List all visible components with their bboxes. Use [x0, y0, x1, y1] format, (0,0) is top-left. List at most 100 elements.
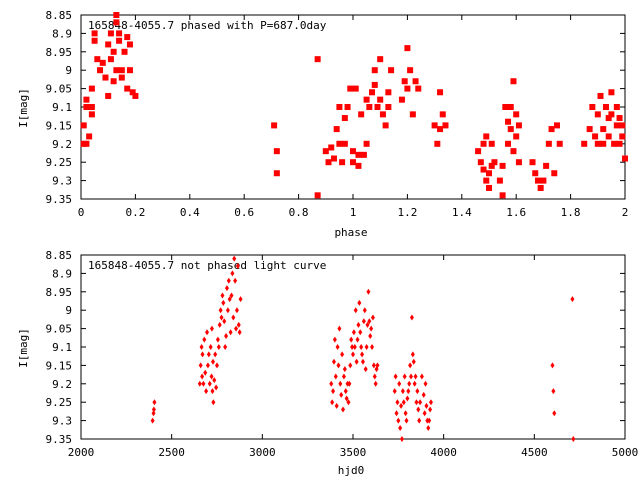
data-point — [349, 336, 354, 343]
data-point — [422, 410, 427, 417]
data-point — [211, 358, 216, 365]
y-tick-label: 9.2 — [52, 138, 72, 151]
data-point — [118, 67, 125, 74]
data-point — [409, 373, 414, 380]
data-point — [510, 78, 517, 85]
data-point — [91, 37, 98, 44]
data-point — [113, 67, 120, 74]
data-point — [367, 318, 372, 325]
data-point — [405, 395, 410, 402]
data-point — [325, 159, 332, 166]
data-point — [344, 395, 349, 402]
data-point — [351, 329, 356, 336]
data-point — [233, 277, 238, 284]
data-point — [229, 292, 234, 299]
data-point — [370, 344, 375, 350]
data-point — [513, 133, 520, 140]
data-point — [200, 351, 205, 358]
data-point — [385, 89, 392, 96]
data-point — [206, 351, 211, 358]
data-point — [234, 325, 239, 332]
x-tick-label: 1.4 — [452, 206, 472, 219]
data-point — [202, 336, 207, 343]
data-point — [97, 67, 104, 74]
y-tick-label: 9.25 — [46, 156, 73, 169]
data-point — [556, 140, 563, 147]
data-point — [344, 104, 351, 110]
data-point — [314, 56, 321, 63]
data-point — [426, 424, 431, 431]
y-tick-label: 9.3 — [52, 175, 72, 188]
axis-ticks: 2000 2500 3000 3500 4000 4500 5000 8.85 8.9 8.95 9… — [46, 249, 639, 459]
data-points — [80, 12, 628, 199]
data-point — [611, 140, 618, 147]
data-point — [402, 373, 407, 380]
phased-light-curve-panel: 165848-4055.7 phased with P=687.0day pha… — [17, 9, 628, 239]
data-point — [392, 388, 397, 395]
data-point — [428, 399, 433, 406]
data-point — [197, 380, 202, 387]
y-tick-label: 9.15 — [46, 359, 73, 372]
data-point — [540, 177, 547, 184]
y-tick-label: 9 — [65, 304, 72, 317]
data-point — [413, 373, 418, 380]
data-point — [401, 78, 408, 85]
data-point — [488, 162, 495, 169]
x-tick-label: 0.6 — [234, 206, 254, 219]
data-point — [613, 122, 620, 129]
x-tick-label: 4000 — [430, 446, 457, 459]
data-point — [110, 78, 117, 85]
data-point — [226, 277, 231, 284]
data-point — [419, 373, 424, 380]
data-point — [99, 59, 106, 66]
data-point — [619, 133, 626, 140]
data-point — [341, 115, 348, 122]
y-tick-label: 9.1 — [52, 101, 72, 114]
data-point — [373, 380, 378, 387]
data-point — [214, 384, 219, 391]
data-point — [337, 325, 342, 332]
data-point — [223, 344, 228, 350]
data-point — [334, 402, 339, 409]
data-point — [415, 388, 420, 395]
data-point — [370, 314, 375, 321]
data-point — [336, 362, 341, 369]
data-point — [210, 388, 215, 395]
data-point — [347, 85, 354, 92]
y-tick-label: 9.05 — [46, 323, 73, 336]
data-point — [322, 148, 329, 155]
data-point — [396, 417, 401, 424]
data-point — [348, 362, 353, 369]
data-point — [314, 192, 321, 199]
data-point — [207, 380, 212, 387]
data-point — [551, 388, 556, 395]
data-point — [330, 155, 337, 162]
data-point — [350, 148, 356, 155]
data-point — [570, 296, 575, 303]
data-point — [347, 380, 352, 387]
data-point — [352, 85, 359, 92]
data-point — [273, 170, 280, 177]
data-point — [235, 263, 240, 270]
data-point — [427, 417, 432, 424]
data-point — [88, 111, 95, 118]
data-point — [116, 30, 123, 37]
data-point — [86, 133, 93, 140]
data-point — [388, 67, 395, 74]
data-point — [113, 19, 120, 26]
data-point — [412, 78, 419, 85]
data-point — [211, 399, 216, 406]
data-point — [361, 318, 366, 325]
data-point — [217, 321, 222, 328]
data-point — [437, 89, 444, 96]
data-point — [486, 184, 492, 191]
y-axis-label: I[mag] — [17, 88, 30, 128]
data-point — [339, 391, 344, 398]
data-point — [554, 122, 560, 129]
data-point — [350, 344, 355, 350]
data-point — [398, 424, 403, 431]
data-point — [608, 89, 615, 96]
data-point — [589, 104, 596, 110]
